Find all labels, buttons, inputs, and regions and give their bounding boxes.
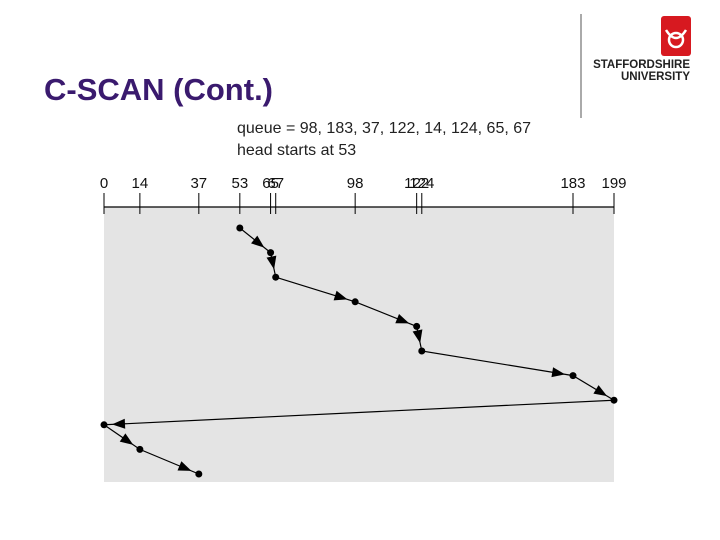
x-tick-label: 122: [404, 175, 429, 192]
arrowhead: [412, 329, 423, 344]
head-position: [569, 372, 577, 380]
head-position: [100, 421, 108, 429]
arrowhead: [266, 255, 277, 270]
logo-mark: [661, 16, 691, 56]
x-tick-label: 124: [409, 175, 434, 192]
x-tick-label: 67: [267, 175, 284, 192]
arrowhead: [251, 235, 265, 248]
x-tick-label: 98: [347, 175, 364, 192]
head-position: [136, 445, 144, 453]
x-tick-label: 37: [190, 175, 207, 192]
caption: head starts at 53: [237, 142, 356, 159]
head-position: [351, 298, 359, 306]
head-position: [236, 224, 244, 232]
arrowhead: [119, 433, 134, 445]
plot-background: [104, 207, 614, 482]
head-position: [267, 249, 275, 257]
arrowhead: [333, 290, 348, 301]
x-tick-label: 199: [601, 175, 626, 192]
head-position: [413, 322, 421, 330]
logo: STAFFORDSHIRE UNIVERSITY: [593, 16, 691, 83]
x-tick-label: 14: [132, 175, 149, 192]
slide-title: C-SCAN (Cont.): [44, 72, 273, 107]
logo-text: STAFFORDSHIRE: [593, 59, 690, 71]
head-position: [195, 470, 203, 478]
x-tick-label: 65: [262, 175, 279, 192]
arrowhead: [593, 385, 608, 397]
logo-knot: [664, 29, 688, 40]
head-position: [418, 347, 426, 355]
arrowhead: [395, 313, 410, 324]
x-tick-label: 53: [231, 175, 248, 192]
arrowhead: [177, 461, 192, 471]
arrowhead: [111, 418, 126, 429]
head-position: [272, 273, 280, 281]
caption: queue = 98, 183, 37, 122, 14, 124, 65, 6…: [237, 120, 531, 137]
x-tick-label: 183: [560, 175, 585, 192]
logo-knot: [667, 31, 685, 49]
x-tick-label: 0: [100, 175, 108, 192]
head-position: [610, 396, 618, 404]
arrowhead: [551, 367, 566, 378]
logo-text: UNIVERSITY: [621, 71, 690, 83]
